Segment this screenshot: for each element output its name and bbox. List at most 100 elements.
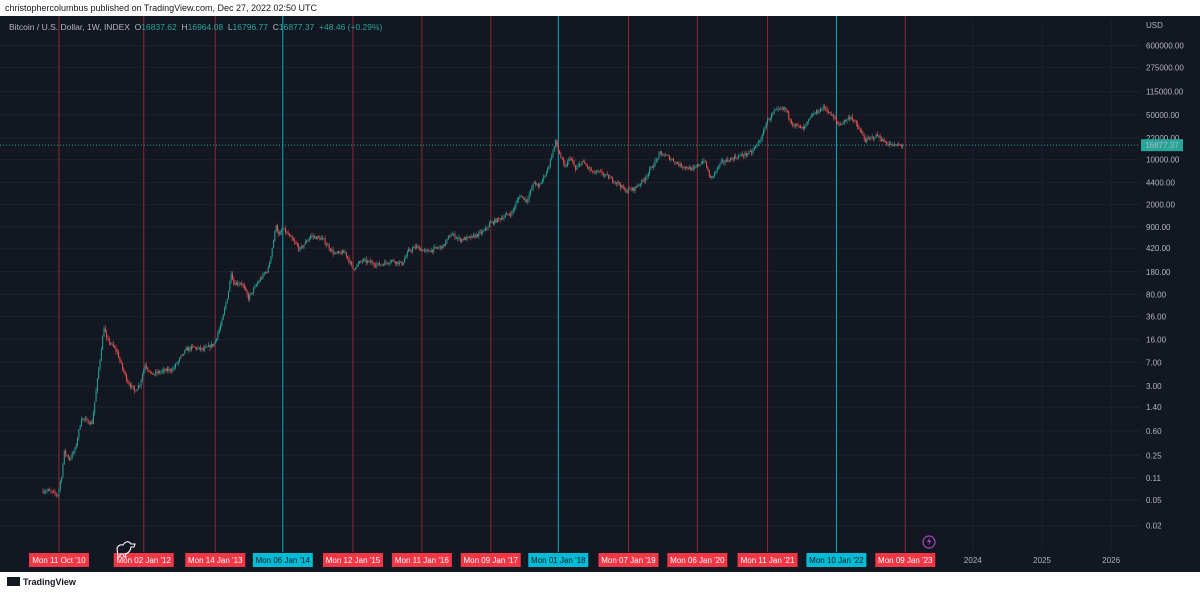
candle bbox=[478, 230, 480, 239]
candle bbox=[527, 196, 529, 205]
candle bbox=[149, 370, 151, 374]
candle bbox=[637, 183, 639, 188]
candle bbox=[348, 255, 350, 265]
candle bbox=[874, 137, 876, 141]
candle bbox=[823, 103, 825, 111]
cycle-date-label: Mon 11 Jan '16 bbox=[391, 553, 452, 567]
candle bbox=[416, 243, 418, 250]
candle bbox=[771, 112, 773, 122]
cycle-date-text: Mon 01 Jan '18 bbox=[531, 556, 586, 565]
candle bbox=[175, 362, 177, 370]
candle bbox=[605, 173, 607, 178]
candle bbox=[204, 345, 206, 353]
candle bbox=[50, 489, 52, 495]
candle bbox=[516, 197, 518, 204]
cycle-date-text: Mon 11 Oct '10 bbox=[32, 556, 86, 565]
candle bbox=[571, 157, 573, 162]
candle bbox=[218, 326, 220, 335]
candle bbox=[360, 260, 362, 264]
candle bbox=[833, 113, 835, 121]
y-tick-label: 275000.00 bbox=[1146, 63, 1184, 72]
candle bbox=[214, 339, 216, 344]
candle bbox=[858, 124, 860, 130]
published-header: christophercolumbus published on Trading… bbox=[0, 0, 1200, 16]
candle bbox=[629, 186, 631, 190]
candle bbox=[137, 382, 139, 390]
cycle-date-bg bbox=[806, 553, 867, 567]
candle bbox=[816, 109, 818, 116]
candle bbox=[63, 450, 65, 466]
candle bbox=[842, 121, 844, 126]
open-value: 16837.62 bbox=[141, 22, 177, 32]
candle bbox=[385, 259, 387, 265]
candle bbox=[835, 115, 837, 125]
candle bbox=[682, 165, 684, 170]
candle bbox=[801, 126, 803, 130]
candle bbox=[720, 158, 722, 165]
candle bbox=[434, 244, 436, 250]
candle bbox=[461, 238, 463, 244]
candle bbox=[804, 125, 806, 131]
candle bbox=[152, 372, 154, 375]
candle bbox=[861, 128, 863, 134]
candle bbox=[182, 353, 184, 357]
brand-name: TradingView bbox=[23, 577, 76, 587]
candle bbox=[412, 246, 414, 254]
candle bbox=[282, 225, 284, 232]
candle bbox=[506, 211, 508, 216]
candle bbox=[371, 260, 373, 263]
candle bbox=[543, 173, 545, 183]
candle bbox=[176, 362, 178, 365]
candle bbox=[891, 142, 893, 147]
candle bbox=[854, 119, 856, 123]
high-label: H bbox=[181, 22, 188, 32]
candle bbox=[831, 114, 833, 117]
candle bbox=[359, 260, 361, 265]
candle bbox=[621, 184, 623, 189]
candle bbox=[902, 143, 904, 149]
candle bbox=[625, 187, 627, 193]
price-chart[interactable]: USD 600000.00 275000.00 115000.00 50000.00 22… bbox=[0, 16, 1200, 572]
candle bbox=[479, 228, 481, 235]
candle bbox=[322, 234, 324, 241]
candle bbox=[114, 345, 116, 349]
candle bbox=[714, 171, 716, 179]
candle bbox=[141, 372, 143, 383]
candle bbox=[356, 263, 358, 269]
candle bbox=[767, 118, 769, 126]
candle bbox=[145, 362, 147, 370]
candle bbox=[235, 281, 237, 286]
candle bbox=[559, 149, 561, 155]
candle bbox=[782, 106, 784, 111]
candle bbox=[237, 280, 239, 287]
candle bbox=[789, 117, 791, 124]
candle bbox=[62, 462, 64, 479]
candle bbox=[323, 237, 325, 240]
candle bbox=[523, 196, 525, 201]
candle bbox=[774, 109, 776, 111]
candle bbox=[533, 180, 535, 184]
candle bbox=[645, 175, 647, 184]
candle bbox=[711, 175, 713, 180]
candle bbox=[491, 220, 493, 224]
candle bbox=[108, 336, 110, 346]
cycle-date-label: Mon 11 Oct '10 bbox=[28, 553, 89, 567]
candle bbox=[649, 166, 651, 176]
cycle-date-bg bbox=[598, 553, 659, 567]
candle bbox=[201, 347, 203, 353]
lightning-icon[interactable] bbox=[922, 535, 936, 549]
candle bbox=[165, 367, 167, 372]
candle bbox=[77, 436, 79, 448]
candle bbox=[486, 227, 488, 231]
candle bbox=[674, 161, 676, 165]
candle bbox=[102, 335, 104, 350]
candle bbox=[821, 108, 823, 111]
candle bbox=[80, 416, 82, 427]
candle bbox=[820, 106, 822, 112]
candle bbox=[401, 260, 403, 267]
candle bbox=[418, 244, 420, 251]
candle bbox=[129, 382, 131, 390]
tradingview-logo[interactable]: TradingView bbox=[7, 577, 76, 587]
candle bbox=[327, 242, 329, 246]
candle bbox=[776, 106, 778, 111]
